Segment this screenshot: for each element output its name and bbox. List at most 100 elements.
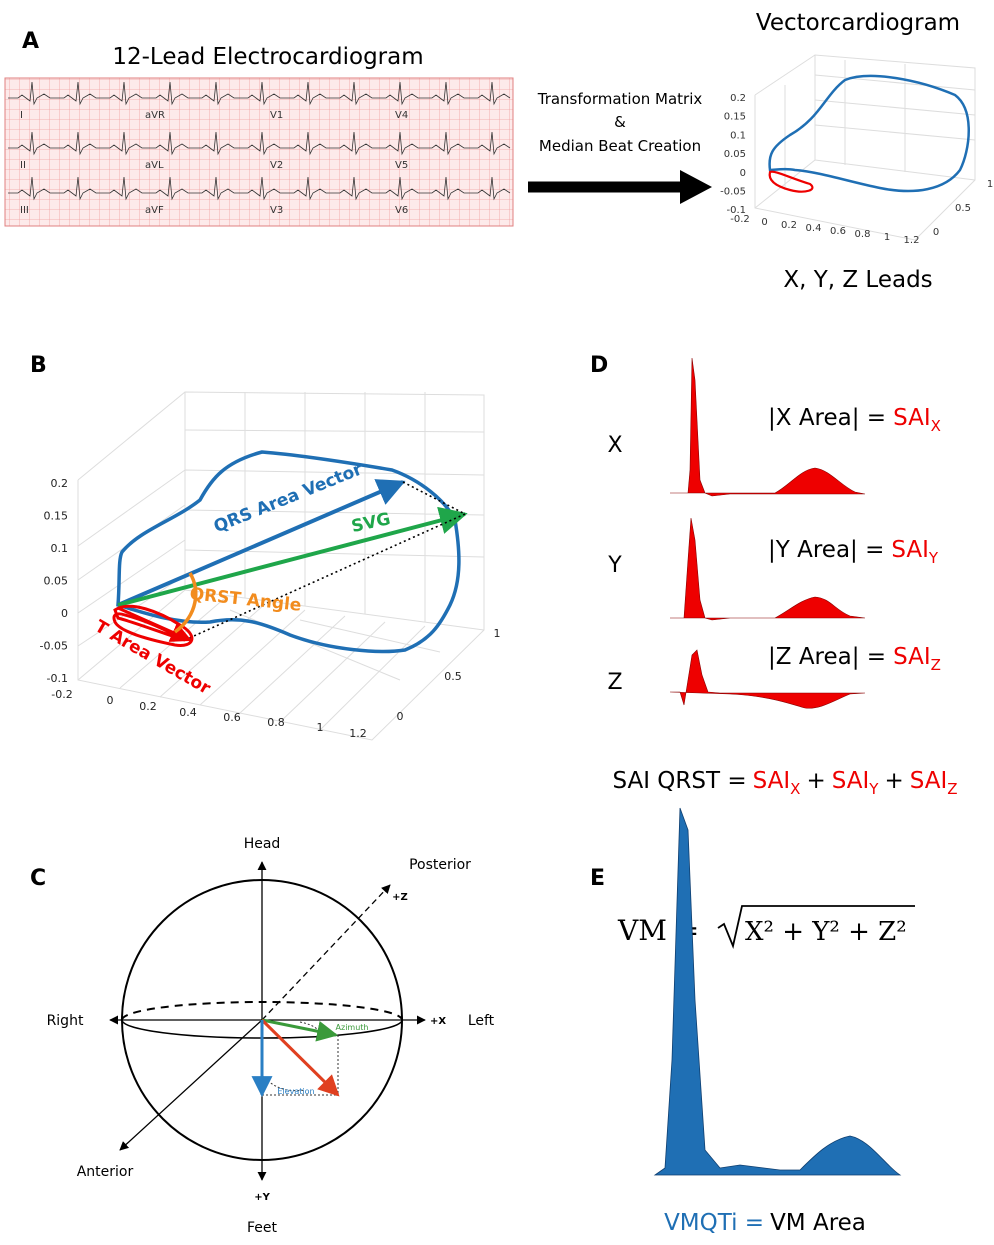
tick-label: 0.4 [179, 706, 197, 719]
tick-label: 0.05 [724, 149, 746, 160]
vcg-caption: X, Y, Z Leads [783, 267, 932, 293]
tick-label: 0.15 [44, 510, 69, 523]
tick-label: 0.1 [730, 130, 746, 141]
panel-label: A [22, 29, 39, 54]
sai-equation: |Y Area| = SAIY [768, 537, 939, 567]
sai-equation: |X Area| = SAIX [768, 405, 941, 435]
sai-sub: Y [928, 549, 939, 567]
lead-name: Z [607, 670, 622, 695]
lead-label: aVF [145, 205, 164, 216]
sai: SAI [832, 768, 870, 794]
sai: SAI [893, 405, 931, 431]
tick-label: 0 [107, 694, 114, 707]
tick-label: 1 [987, 179, 993, 190]
result-vector [260, 1018, 340, 1097]
tick-label: -0.05 [40, 640, 68, 653]
sai-sub: X [931, 417, 941, 435]
panel-label: D [590, 353, 608, 378]
tick-label: 1.2 [904, 235, 920, 246]
lead-label: II [20, 160, 26, 171]
axis-label: Right [47, 1013, 84, 1029]
arrow-head [680, 170, 712, 204]
tick-label: 0.5 [444, 670, 462, 683]
panel-b: B 0.2 0.15 0.1 0.05 0 -0.05 -0.1 -0.2 0 0.2 0.4 0.6… [30, 353, 501, 741]
sai-sub: Z [931, 656, 941, 674]
panel-e: E VM = X² + Y² + Z² VMQTi = VM Area [590, 807, 915, 1236]
x-waveform [670, 357, 866, 497]
vm-area: VM Area [770, 1210, 866, 1236]
sai-sub: X [790, 780, 800, 798]
panel-label: E [590, 866, 605, 891]
lead-label: aVR [145, 110, 165, 121]
qrst-angle-arc [173, 572, 198, 634]
axis-label: Feet [247, 1220, 278, 1236]
ecg-trace [8, 81, 511, 106]
sai-sub: Y [868, 780, 879, 798]
qrs-loop [116, 450, 461, 654]
sai-formula: SAI QRST = SAIX + SAIY + SAIZ [612, 768, 957, 798]
lead-label: I [20, 110, 23, 121]
azimuth-vector [261, 1018, 339, 1042]
axis-label: +Z [392, 892, 408, 903]
tick-label: 0.1 [51, 542, 69, 555]
arrow-text: & [614, 113, 626, 131]
projection-guides [261, 1021, 339, 1096]
tick-label: 0 [397, 710, 404, 723]
tick-label: 0.15 [724, 112, 746, 123]
axis-label: +X [430, 1016, 446, 1027]
vcg-title: Vectorcardiogram [756, 10, 960, 36]
area-text: |Y Area| = [768, 537, 884, 563]
tick-label: 0.8 [267, 716, 285, 729]
sqrt-sign [717, 905, 915, 949]
z-waveform [669, 649, 866, 709]
lead-label: V2 [270, 160, 283, 171]
vm-waveform [653, 807, 902, 1176]
t-loop [768, 170, 814, 193]
sai-equation: |Z Area| = SAIZ [768, 644, 941, 674]
axis-label: Left [468, 1013, 495, 1029]
ecg-paper [4, 77, 514, 227]
area-text: |Z Area| = [768, 644, 886, 670]
tick-label: 0.5 [955, 203, 971, 214]
angle-label: QRST Angle [189, 584, 303, 616]
panel-label: B [30, 353, 47, 378]
tick-label: 0.2 [730, 93, 746, 104]
svg-vector [117, 506, 468, 607]
tick-label: 0 [933, 227, 939, 238]
lead-name: X [607, 433, 622, 458]
ecg-trace [8, 176, 511, 201]
arrow-text: Median Beat Creation [539, 137, 701, 155]
lead-label: V6 [395, 205, 408, 216]
tick-label: 0 [740, 168, 746, 179]
plot-box [77, 391, 485, 741]
tick-label: 0.2 [51, 477, 69, 490]
vcg-box [754, 54, 976, 241]
anterior-axis [119, 1019, 263, 1151]
sai: SAI [910, 768, 948, 794]
angle-label: Azimuth [336, 1023, 369, 1032]
area-text: |X Area| = [768, 405, 886, 431]
qrs-vector [117, 479, 406, 607]
t-vector [117, 606, 192, 642]
tick-label: 0 [61, 607, 68, 620]
tick-label: 1.2 [349, 727, 367, 740]
tick-label: 1 [884, 232, 890, 243]
arrow-text: Transformation Matrix [537, 90, 703, 108]
axis-label: Anterior [77, 1164, 134, 1180]
lead-label: V4 [395, 110, 408, 121]
y-waveform [670, 517, 866, 621]
axis-label: +Y [254, 1192, 270, 1203]
panel-label: C [30, 866, 46, 891]
tick-label: 0.8 [855, 229, 871, 240]
sai: SAI [753, 768, 791, 794]
total-lhs: SAI QRST = [612, 768, 746, 794]
tick-label: 0.6 [223, 711, 241, 724]
tick-label: 0.6 [830, 226, 846, 237]
sai: SAI [891, 537, 929, 563]
vmqti: VMQTi = [664, 1210, 764, 1236]
tick-label: 0.2 [781, 220, 797, 231]
axis-label: Posterior [409, 857, 471, 873]
angle-label: Elevation [277, 1087, 314, 1096]
lead-label: III [20, 205, 29, 216]
